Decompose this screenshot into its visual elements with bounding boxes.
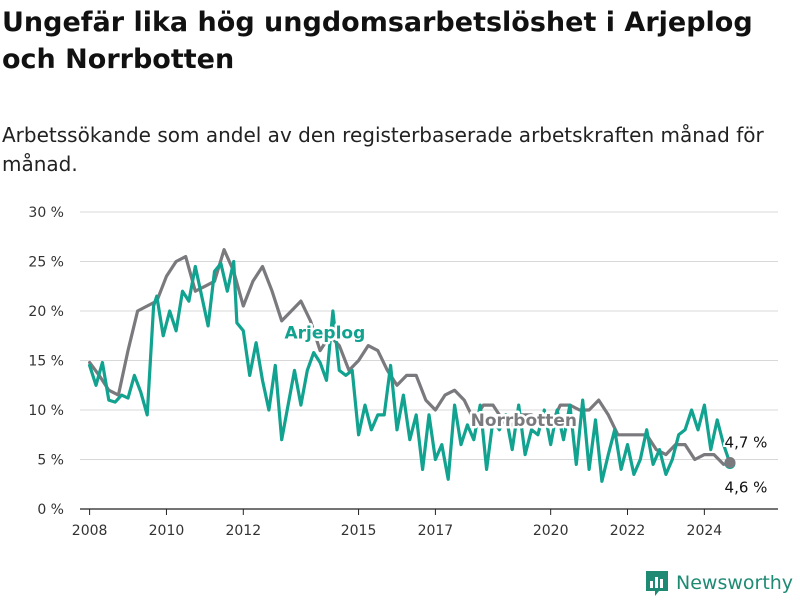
bar-chart-logo-icon	[646, 571, 668, 596]
y-tick-label: 30 %	[28, 205, 64, 221]
y-tick-label: 0 %	[37, 502, 64, 518]
y-tick-label: 5 %	[37, 453, 64, 469]
series-label-norrbotten: Norrbotten	[471, 411, 577, 431]
x-tick-label: 2008	[72, 523, 108, 539]
y-axis: 0 % 5 % 10 % 15 % 20 % 25 % 30 %	[28, 205, 64, 518]
brand-name: Newsworthy	[676, 572, 794, 594]
series-line-arjeplog	[88, 259, 732, 483]
x-tick-label: 2015	[341, 523, 377, 539]
x-tick-label: 2010	[149, 523, 185, 539]
x-tick-label: 2022	[610, 523, 646, 539]
end-value-label-arjeplog: 4,6 %	[725, 478, 768, 496]
series-line-norrbotten	[88, 248, 732, 466]
series-labels: Arjeplog Norrbotten 4,6 % 4,7 %	[282, 321, 769, 498]
y-tick-label: 15 %	[28, 354, 64, 370]
y-tick-label: 25 %	[28, 255, 64, 271]
series-label-arjeplog: Arjeplog	[285, 324, 366, 344]
x-tick-label: 2012	[225, 523, 261, 539]
x-axis: 2008 2010 2012 2015 2017 2020 2022 2024	[72, 509, 722, 539]
y-tick-label: 20 %	[28, 304, 64, 320]
x-tick-label: 2017	[418, 523, 454, 539]
chart-subtitle: Arbetssökande som andel av den registerb…	[2, 123, 764, 176]
newsworthy-logo: Newsworthy	[644, 568, 793, 598]
chart-title: Ungefär lika hög ungdomsarbetslöshet i A…	[2, 7, 753, 75]
y-tick-label: 10 %	[28, 403, 64, 419]
series-lines	[88, 248, 736, 483]
end-point-norrbotten	[724, 456, 736, 468]
x-tick-label: 2020	[533, 523, 569, 539]
end-value-label-norrbotten: 4,7 %	[725, 433, 768, 451]
x-tick-label: 2024	[687, 523, 723, 539]
